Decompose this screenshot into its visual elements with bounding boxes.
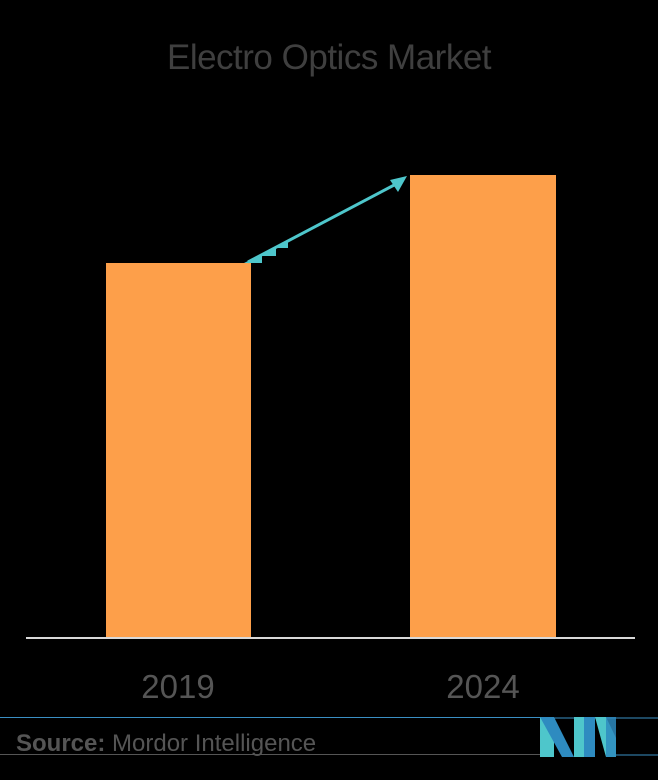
footer-divider-bottom — [0, 754, 540, 755]
chart-title: Electro Optics Market — [166, 38, 492, 77]
source-label: Source: — [16, 730, 106, 757]
source-value: Mordor Intelligence — [105, 730, 317, 757]
x-label-2024: 2024 — [446, 668, 520, 705]
mordor-intelligence-logo-icon — [540, 717, 658, 757]
source-text: Source: Mordor Intelligence — [16, 730, 316, 758]
bar-2024 — [410, 175, 556, 637]
x-label-2019: 2019 — [141, 668, 215, 705]
bar-2019 — [106, 263, 251, 637]
x-axis-line — [26, 637, 635, 639]
footer-divider-top — [0, 717, 540, 718]
